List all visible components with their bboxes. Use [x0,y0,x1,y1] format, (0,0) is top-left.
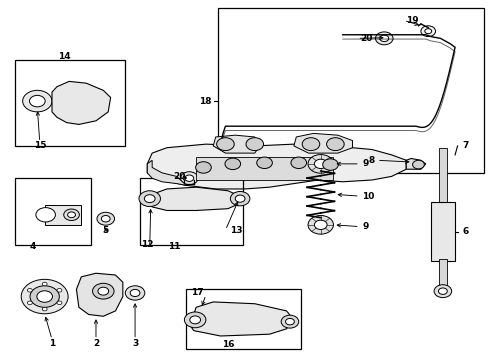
Circle shape [235,195,245,202]
Text: 3: 3 [132,339,138,348]
Bar [431,202,455,261]
Circle shape [37,291,52,302]
Bar [45,205,81,225]
Text: 2: 2 [93,339,99,348]
Polygon shape [147,187,240,211]
Text: 15: 15 [33,141,46,150]
Circle shape [101,216,110,222]
Polygon shape [52,81,111,125]
Circle shape [327,138,344,150]
Bar [186,289,301,348]
Text: 19: 19 [406,16,419,25]
Circle shape [230,192,250,206]
Bar [196,157,333,180]
Text: 6: 6 [463,228,468,237]
Circle shape [27,288,32,292]
Polygon shape [213,135,260,153]
Text: 16: 16 [221,341,234,350]
Circle shape [315,159,327,168]
Circle shape [315,220,327,229]
Circle shape [23,90,52,112]
Circle shape [375,32,393,45]
Circle shape [413,160,424,169]
Circle shape [184,312,206,328]
Circle shape [286,319,294,325]
Bar [439,148,447,203]
Polygon shape [147,144,406,189]
Text: 20: 20 [173,172,185,181]
Text: 18: 18 [199,96,212,105]
Circle shape [291,157,307,168]
Text: 20: 20 [360,34,372,43]
Circle shape [57,288,62,292]
Circle shape [281,315,299,328]
Text: 9: 9 [362,159,368,168]
Circle shape [425,29,432,34]
Circle shape [97,212,115,225]
Text: 13: 13 [230,226,243,235]
Circle shape [257,157,272,168]
Polygon shape [76,273,123,316]
Text: 12: 12 [141,240,153,249]
Circle shape [196,162,211,173]
Circle shape [145,195,155,203]
Text: 1: 1 [49,339,55,348]
Circle shape [130,289,140,297]
Circle shape [42,307,47,311]
Circle shape [225,158,241,170]
Circle shape [29,95,45,107]
Circle shape [21,279,68,314]
Bar [140,178,243,244]
Circle shape [57,301,62,305]
Circle shape [98,287,109,295]
Text: 14: 14 [58,52,71,61]
Circle shape [30,286,59,307]
Circle shape [68,212,75,218]
Circle shape [380,35,389,41]
Circle shape [219,141,232,150]
Bar [15,60,125,146]
Circle shape [27,301,32,305]
Polygon shape [147,160,186,185]
Circle shape [36,208,55,222]
Circle shape [42,282,47,286]
Circle shape [139,191,160,207]
Text: 7: 7 [463,141,469,150]
Circle shape [323,159,338,170]
Polygon shape [406,158,426,169]
Text: 8: 8 [368,156,374,165]
Circle shape [421,26,436,37]
Circle shape [180,172,198,185]
Text: 9: 9 [362,222,368,231]
Circle shape [185,175,194,181]
Polygon shape [189,302,294,336]
Text: 4: 4 [29,242,36,251]
Circle shape [64,209,79,221]
Text: 17: 17 [191,288,203,297]
Text: 5: 5 [102,226,109,235]
Circle shape [439,288,447,294]
Circle shape [93,283,114,299]
Circle shape [308,154,333,173]
Bar [218,8,485,173]
Circle shape [302,138,320,150]
Polygon shape [294,134,352,153]
Text: 10: 10 [362,192,375,201]
Text: 11: 11 [168,242,180,251]
Circle shape [125,286,145,300]
Circle shape [434,285,452,298]
Circle shape [217,138,234,150]
Bar [439,259,447,288]
Bar [15,178,91,244]
Circle shape [190,316,200,324]
Circle shape [246,138,264,150]
Circle shape [308,216,333,234]
